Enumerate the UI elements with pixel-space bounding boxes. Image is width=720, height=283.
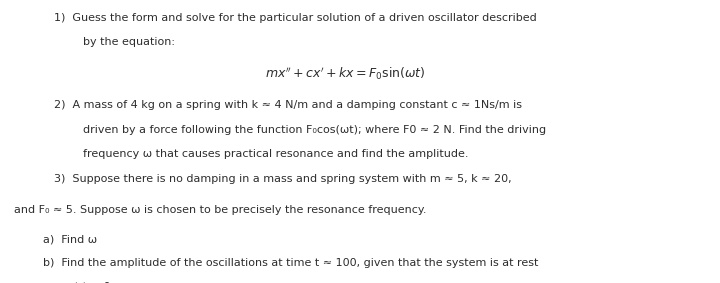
- Text: 1)  Guess the form and solve for the particular solution of a driven oscillator : 1) Guess the form and solve for the part…: [54, 13, 536, 23]
- Text: and F₀ ≈ 5. Suppose ω is chosen to be precisely the resonance frequency.: and F₀ ≈ 5. Suppose ω is chosen to be pr…: [14, 205, 427, 215]
- Text: 2)  A mass of 4 kg on a spring with k ≈ 4 N/m and a damping constant c ≈ 1Ns/m i: 2) A mass of 4 kg on a spring with k ≈ 4…: [54, 100, 522, 110]
- Text: by the equation:: by the equation:: [83, 37, 175, 47]
- Text: a)  Find ω: a) Find ω: [43, 235, 97, 245]
- Text: at t ≈ 0.: at t ≈ 0.: [68, 282, 114, 283]
- Text: driven by a force following the function F₀cos(ωt); where F0 ≈ 2 N. Find the dri: driven by a force following the function…: [83, 125, 546, 135]
- Text: $mx'' + cx' + kx = F_0\mathrm{sin}(\omega t)$: $mx'' + cx' + kx = F_0\mathrm{sin}(\omeg…: [265, 65, 426, 82]
- Text: frequency ω that causes practical resonance and find the amplitude.: frequency ω that causes practical resona…: [83, 149, 468, 159]
- Text: b)  Find the amplitude of the oscillations at time t ≈ 100, given that the syste: b) Find the amplitude of the oscillation…: [43, 258, 539, 267]
- Text: 3)  Suppose there is no damping in a mass and spring system with m ≈ 5, k ≈ 20,: 3) Suppose there is no damping in a mass…: [54, 174, 512, 184]
